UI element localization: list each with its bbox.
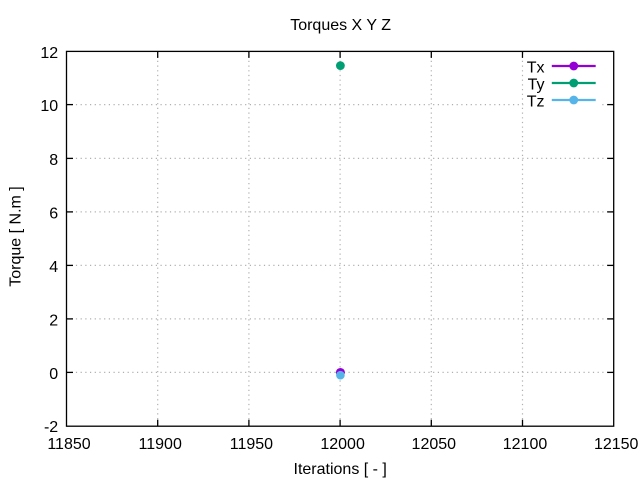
svg-text:6: 6 bbox=[49, 205, 58, 222]
svg-text:Tz: Tz bbox=[527, 94, 545, 111]
svg-text:11900: 11900 bbox=[139, 436, 182, 453]
svg-text:4: 4 bbox=[49, 259, 58, 276]
svg-text:12100: 12100 bbox=[503, 436, 548, 453]
svg-text:2: 2 bbox=[49, 312, 58, 329]
svg-text:11850: 11850 bbox=[47, 436, 90, 453]
svg-text:11950: 11950 bbox=[230, 436, 273, 453]
svg-text:0: 0 bbox=[49, 366, 58, 383]
svg-text:Torque [ N.m ]: Torque [ N.m ] bbox=[7, 186, 24, 286]
svg-text:10: 10 bbox=[40, 98, 58, 115]
svg-text:Iterations [ - ]: Iterations [ - ] bbox=[294, 461, 387, 478]
svg-text:12: 12 bbox=[40, 45, 58, 62]
svg-text:Ty: Ty bbox=[528, 77, 545, 94]
svg-text:Tx: Tx bbox=[527, 60, 545, 77]
svg-text:Torques X Y Z: Torques X Y Z bbox=[290, 17, 391, 34]
svg-text:12000: 12000 bbox=[320, 436, 365, 453]
svg-text:12150: 12150 bbox=[594, 436, 639, 453]
svg-text:8: 8 bbox=[49, 152, 58, 169]
svg-text:-2: -2 bbox=[44, 419, 58, 436]
svg-text:12050: 12050 bbox=[412, 436, 457, 453]
